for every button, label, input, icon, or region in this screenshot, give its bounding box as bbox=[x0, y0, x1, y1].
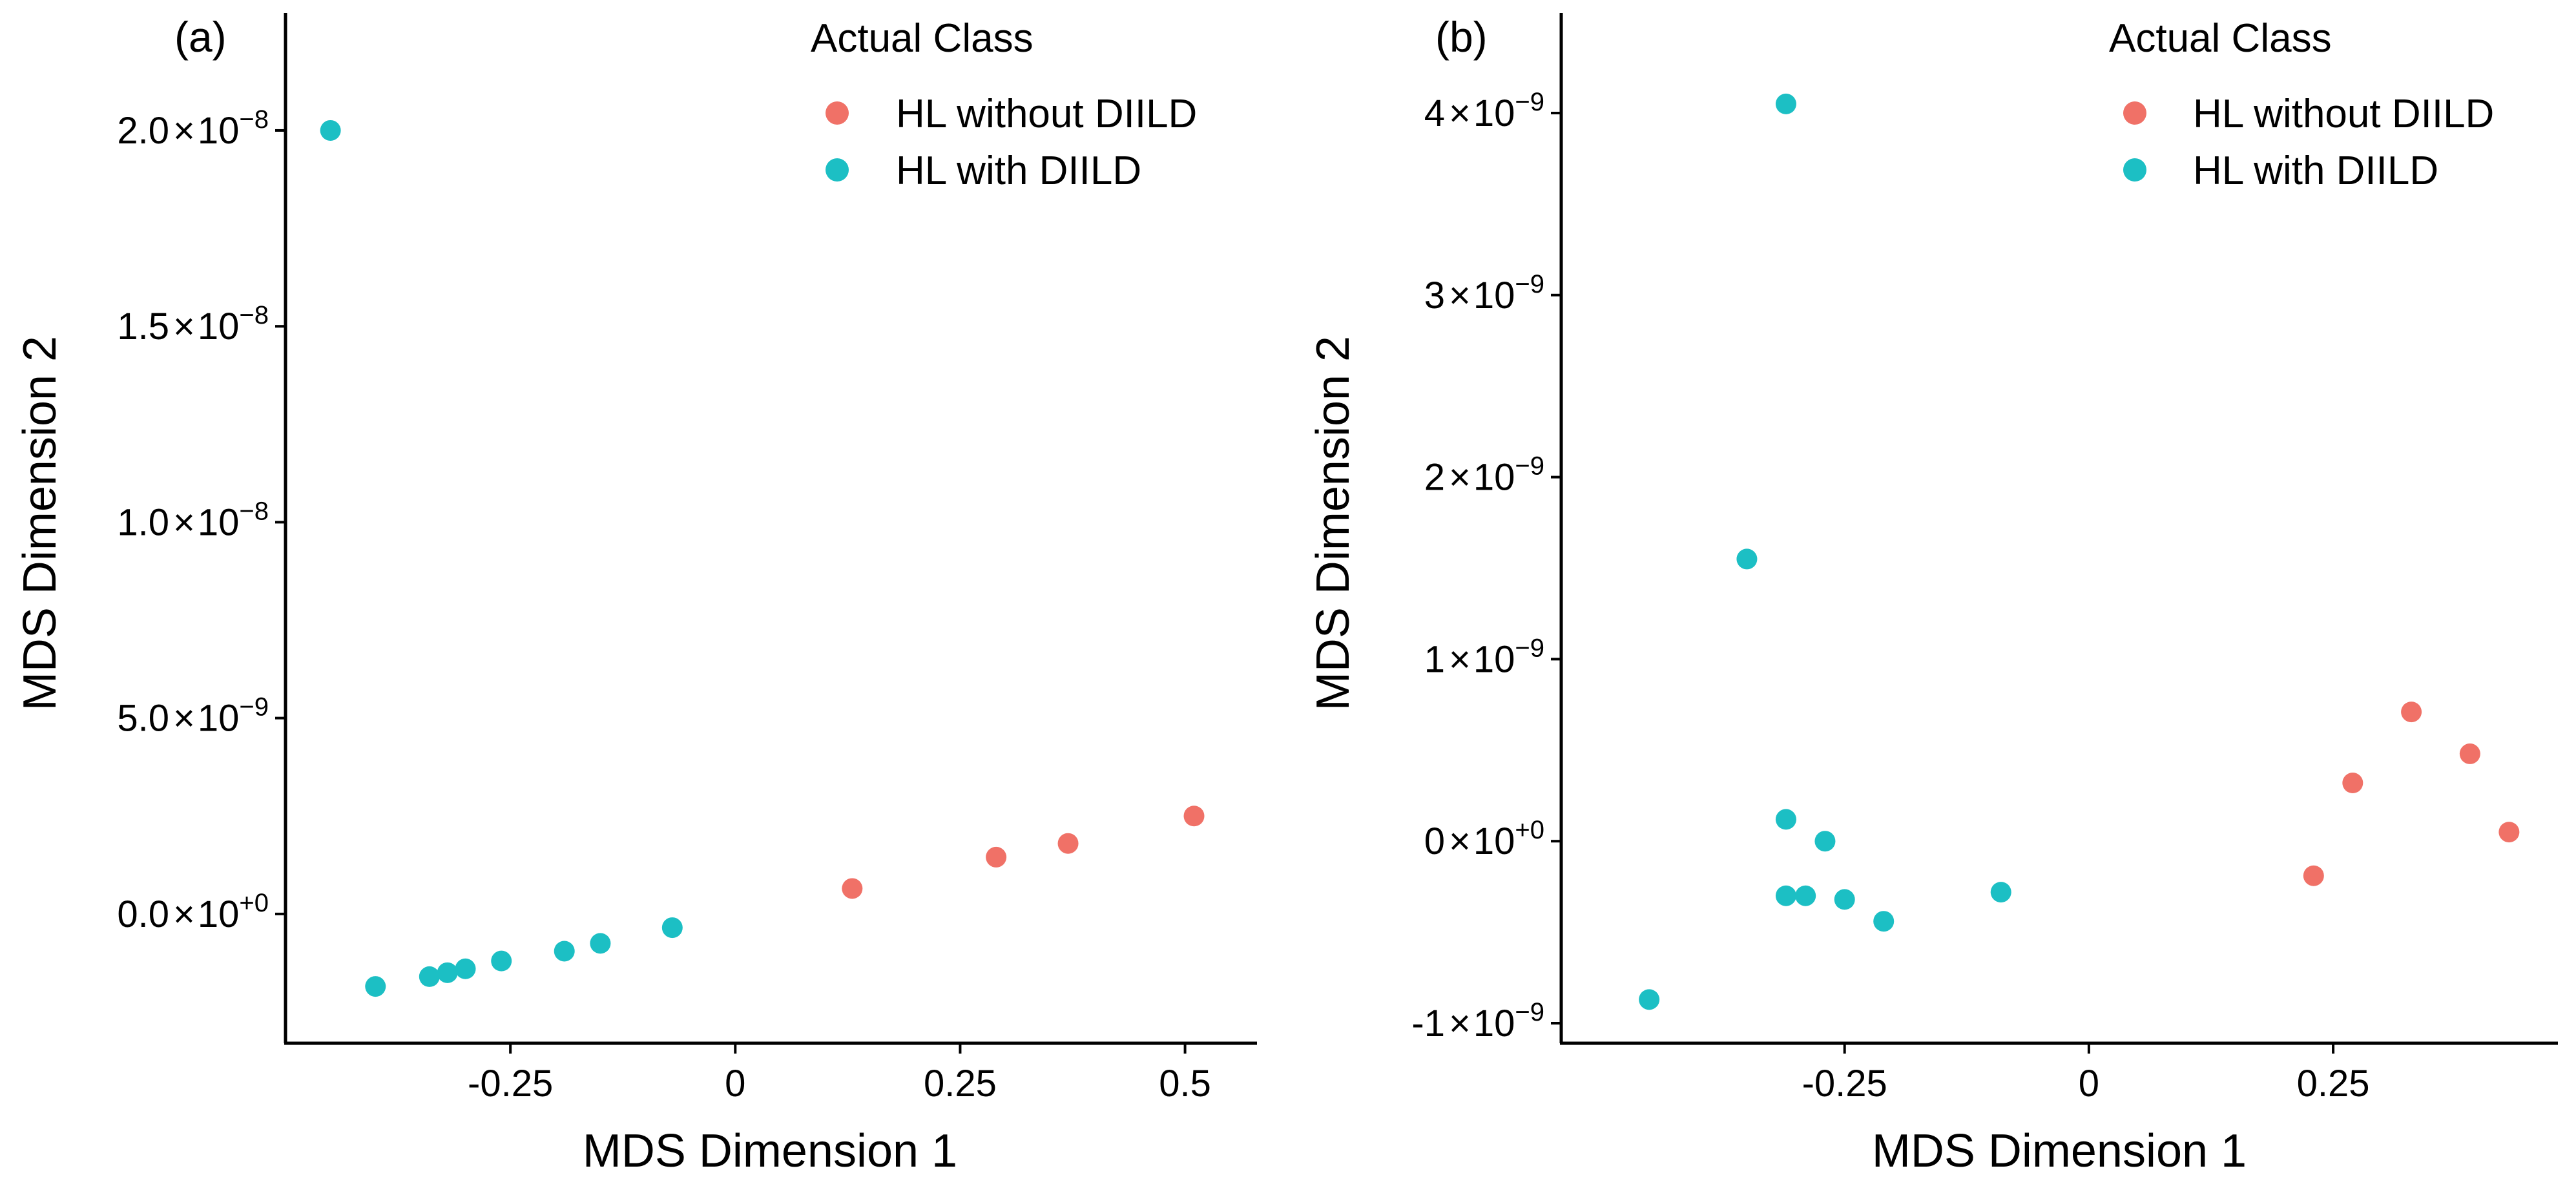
panel-a-point-with-4 bbox=[455, 958, 476, 979]
panel-b-point-without-4 bbox=[2498, 822, 2520, 843]
panel-b-x-tick-label-0: -0.25 bbox=[1802, 1063, 1887, 1105]
panel-b: (b) -1 ×10−9 0 ×10+0 1 ×10−9 2 ×10−9 3 ×10−9 4 ×10−… bbox=[1307, 13, 2558, 1177]
panel-a-point-without-1 bbox=[986, 846, 1007, 868]
panel-a-points bbox=[320, 120, 1205, 997]
panel-a-point-with-1 bbox=[365, 976, 386, 997]
panel-a-x-tick-label-1: 0 bbox=[725, 1063, 745, 1105]
panel-a-legend-label-without: HL without DIILD bbox=[896, 92, 1197, 136]
panel-b-legend-label-with: HL with DIILD bbox=[2193, 149, 2438, 193]
panel-a-legend: Actual Class HL without DIILD HL with DI… bbox=[811, 16, 1197, 193]
panel-b-points bbox=[1639, 93, 2520, 1010]
panel-a-y-tick-label-2: 1.0 ×10−8 bbox=[117, 497, 269, 543]
panel-a-point-with-2 bbox=[419, 966, 440, 987]
panel-a-point-without-2 bbox=[1057, 833, 1079, 854]
panel-a: (a) 0.0 ×10+0 5.0 ×10−9 1.0 ×10−8 1.5 ×10−8 2.0 ×… bbox=[14, 13, 1257, 1177]
panel-a-y-tick-label-1: 5.0 ×10−9 bbox=[117, 693, 269, 740]
panel-b-legend: Actual Class HL without DIILD HL with DI… bbox=[2109, 16, 2494, 193]
panel-a-y-tick-label-3: 1.5 ×10−8 bbox=[117, 301, 269, 348]
panel-b-point-with-3 bbox=[1814, 831, 1836, 852]
panel-a-x-tick-label-2: 0.25 bbox=[924, 1063, 997, 1105]
panel-b-point-with-6 bbox=[1834, 889, 1855, 910]
panel-b-y-ticks: -1 ×10−9 0 ×10+0 1 ×10−9 2 ×10−9 3 ×10−9 4 ×10−9 bbox=[1411, 88, 1561, 1045]
panel-b-y-tick-label-2: 1 ×10−9 bbox=[1424, 634, 1544, 680]
panel-a-legend-swatch-without bbox=[826, 101, 849, 125]
panel-a-point-without-0 bbox=[842, 878, 863, 899]
panel-b-x-ticks: -0.25 0 0.25 bbox=[1802, 1043, 2370, 1105]
panel-b-point-with-4 bbox=[1775, 885, 1796, 906]
panel-b-legend-swatch-without bbox=[2123, 101, 2146, 125]
panel-a-legend-title: Actual Class bbox=[811, 16, 1034, 61]
panel-b-point-without-3 bbox=[2459, 743, 2480, 764]
panel-a-point-without-3 bbox=[1183, 806, 1205, 827]
panel-a-x-ticks: -0.25 0 0.25 0.5 bbox=[468, 1043, 1211, 1105]
panel-b-point-with-2 bbox=[1775, 809, 1796, 830]
panel-a-y-axis-title: MDS Dimension 2 bbox=[14, 336, 66, 711]
panel-b-y-tick-label-4: 3 ×10−9 bbox=[1424, 270, 1544, 317]
panel-a-point-with-0 bbox=[320, 120, 341, 141]
panel-a-y-tick-label-4: 2.0 ×10−8 bbox=[117, 105, 269, 152]
panel-b-point-with-9 bbox=[1639, 989, 1660, 1010]
panel-a-x-tick-label-3: 0.5 bbox=[1159, 1063, 1211, 1105]
panel-b-point-with-5 bbox=[1795, 885, 1816, 906]
panel-a-y-tick-label-0: 0.0 ×10+0 bbox=[117, 889, 269, 935]
panel-b-point-with-8 bbox=[1990, 882, 2011, 903]
panel-b-point-with-7 bbox=[1873, 911, 1895, 932]
panel-b-y-tick-label-3: 2 ×10−9 bbox=[1424, 452, 1544, 499]
panel-b-point-without-0 bbox=[2303, 865, 2324, 886]
panel-b-point-without-2 bbox=[2401, 702, 2422, 723]
panel-b-legend-swatch-with bbox=[2123, 158, 2146, 182]
panel-b-x-tick-label-1: 0 bbox=[2079, 1063, 2099, 1105]
panel-a-legend-label-with: HL with DIILD bbox=[896, 149, 1141, 193]
panel-b-y-tick-label-1: 0 ×10+0 bbox=[1424, 816, 1544, 862]
panel-b-x-axis-title: MDS Dimension 1 bbox=[1872, 1125, 2247, 1177]
panel-b-legend-label-without: HL without DIILD bbox=[2193, 92, 2494, 136]
panel-a-x-axis-title: MDS Dimension 1 bbox=[583, 1125, 957, 1177]
panel-b-x-tick-label-2: 0.25 bbox=[2297, 1063, 2370, 1105]
panel-a-point-with-6 bbox=[554, 941, 575, 962]
panel-b-point-with-0 bbox=[1775, 93, 1796, 114]
panel-a-legend-swatch-with bbox=[826, 158, 849, 182]
panel-b-legend-title: Actual Class bbox=[2109, 16, 2332, 61]
panel-a-label: (a) bbox=[174, 13, 227, 61]
panel-b-label: (b) bbox=[1435, 13, 1488, 61]
panel-b-y-axis-title: MDS Dimension 2 bbox=[1307, 336, 1359, 711]
panel-a-point-with-8 bbox=[661, 917, 683, 939]
panel-b-point-with-1 bbox=[1736, 548, 1758, 570]
panel-a-y-ticks: 0.0 ×10+0 5.0 ×10−9 1.0 ×10−8 1.5 ×10−8 2.0 ×10−8 bbox=[117, 105, 286, 935]
panel-b-point-without-1 bbox=[2342, 773, 2363, 794]
panel-a-point-with-5 bbox=[491, 950, 512, 972]
panel-b-y-tick-label-5: 4 ×10−9 bbox=[1424, 88, 1544, 134]
panel-b-y-tick-label-0: -1 ×10−9 bbox=[1411, 998, 1544, 1045]
panel-a-point-with-3 bbox=[437, 962, 458, 983]
panel-a-x-tick-label-0: -0.25 bbox=[468, 1063, 553, 1105]
panel-a-point-with-7 bbox=[590, 933, 611, 954]
